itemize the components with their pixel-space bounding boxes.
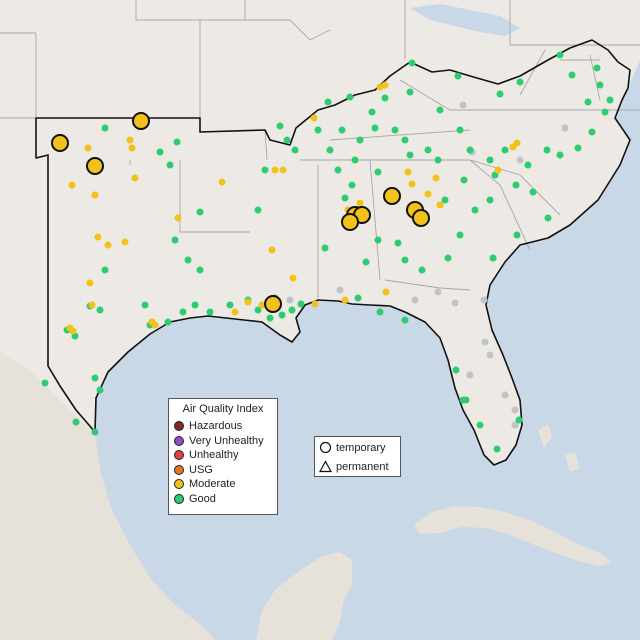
cuba-land [414,506,612,566]
legend-item-temporary: temporary [315,439,400,456]
legend-title: Air Quality Index [182,403,264,415]
bahamas-land [565,452,580,472]
very-unhealthy-swatch-icon [174,435,184,446]
legend-item-label: temporary [336,441,386,454]
region-outline [35,39,631,466]
mainland-land [0,0,640,465]
circle-icon [319,441,332,454]
legend-item-good: Good [169,492,277,507]
great-lakes [410,4,520,36]
triangle-icon [319,460,332,473]
legend-item-unhealthy: Unhealthy [169,448,277,463]
legend-item-usg: USG [169,463,277,478]
moderate-markers [66,81,521,335]
legend-item-hazardous: Hazardous [169,419,277,434]
good-swatch-icon [174,493,184,504]
legend-item-label: Unhealthy [189,449,239,462]
aqi-legend: Air Quality Index Hazardous Very Unhealt… [168,398,278,515]
legend-item-label: Good [189,492,216,505]
unhealthy-swatch-icon [174,450,184,461]
good-markers [41,51,614,453]
no-data-markers [286,101,569,429]
coastal-markers [462,396,470,404]
legend-item-permanent: permanent [315,458,400,475]
legend-item-moderate: Moderate [169,477,277,492]
moderate-swatch-icon [174,479,184,490]
hazardous-swatch-icon [174,421,184,432]
temporary-moderate-markers [51,112,430,313]
legend-item-label: Moderate [189,478,236,491]
legend-item-label: Hazardous [189,420,243,433]
usg-swatch-icon [174,464,184,475]
legend-item-label: Very Unhealthy [189,434,264,447]
monitor-type-legend: temporary permanent [314,436,401,477]
mexico-land [0,352,215,640]
legend-item-label: USG [189,463,213,476]
legend-item-very-unhealthy: Very Unhealthy [169,434,277,449]
legend-item-label: permanent [336,460,389,473]
yucatan-land [256,552,352,640]
bahamas-land [538,424,552,448]
